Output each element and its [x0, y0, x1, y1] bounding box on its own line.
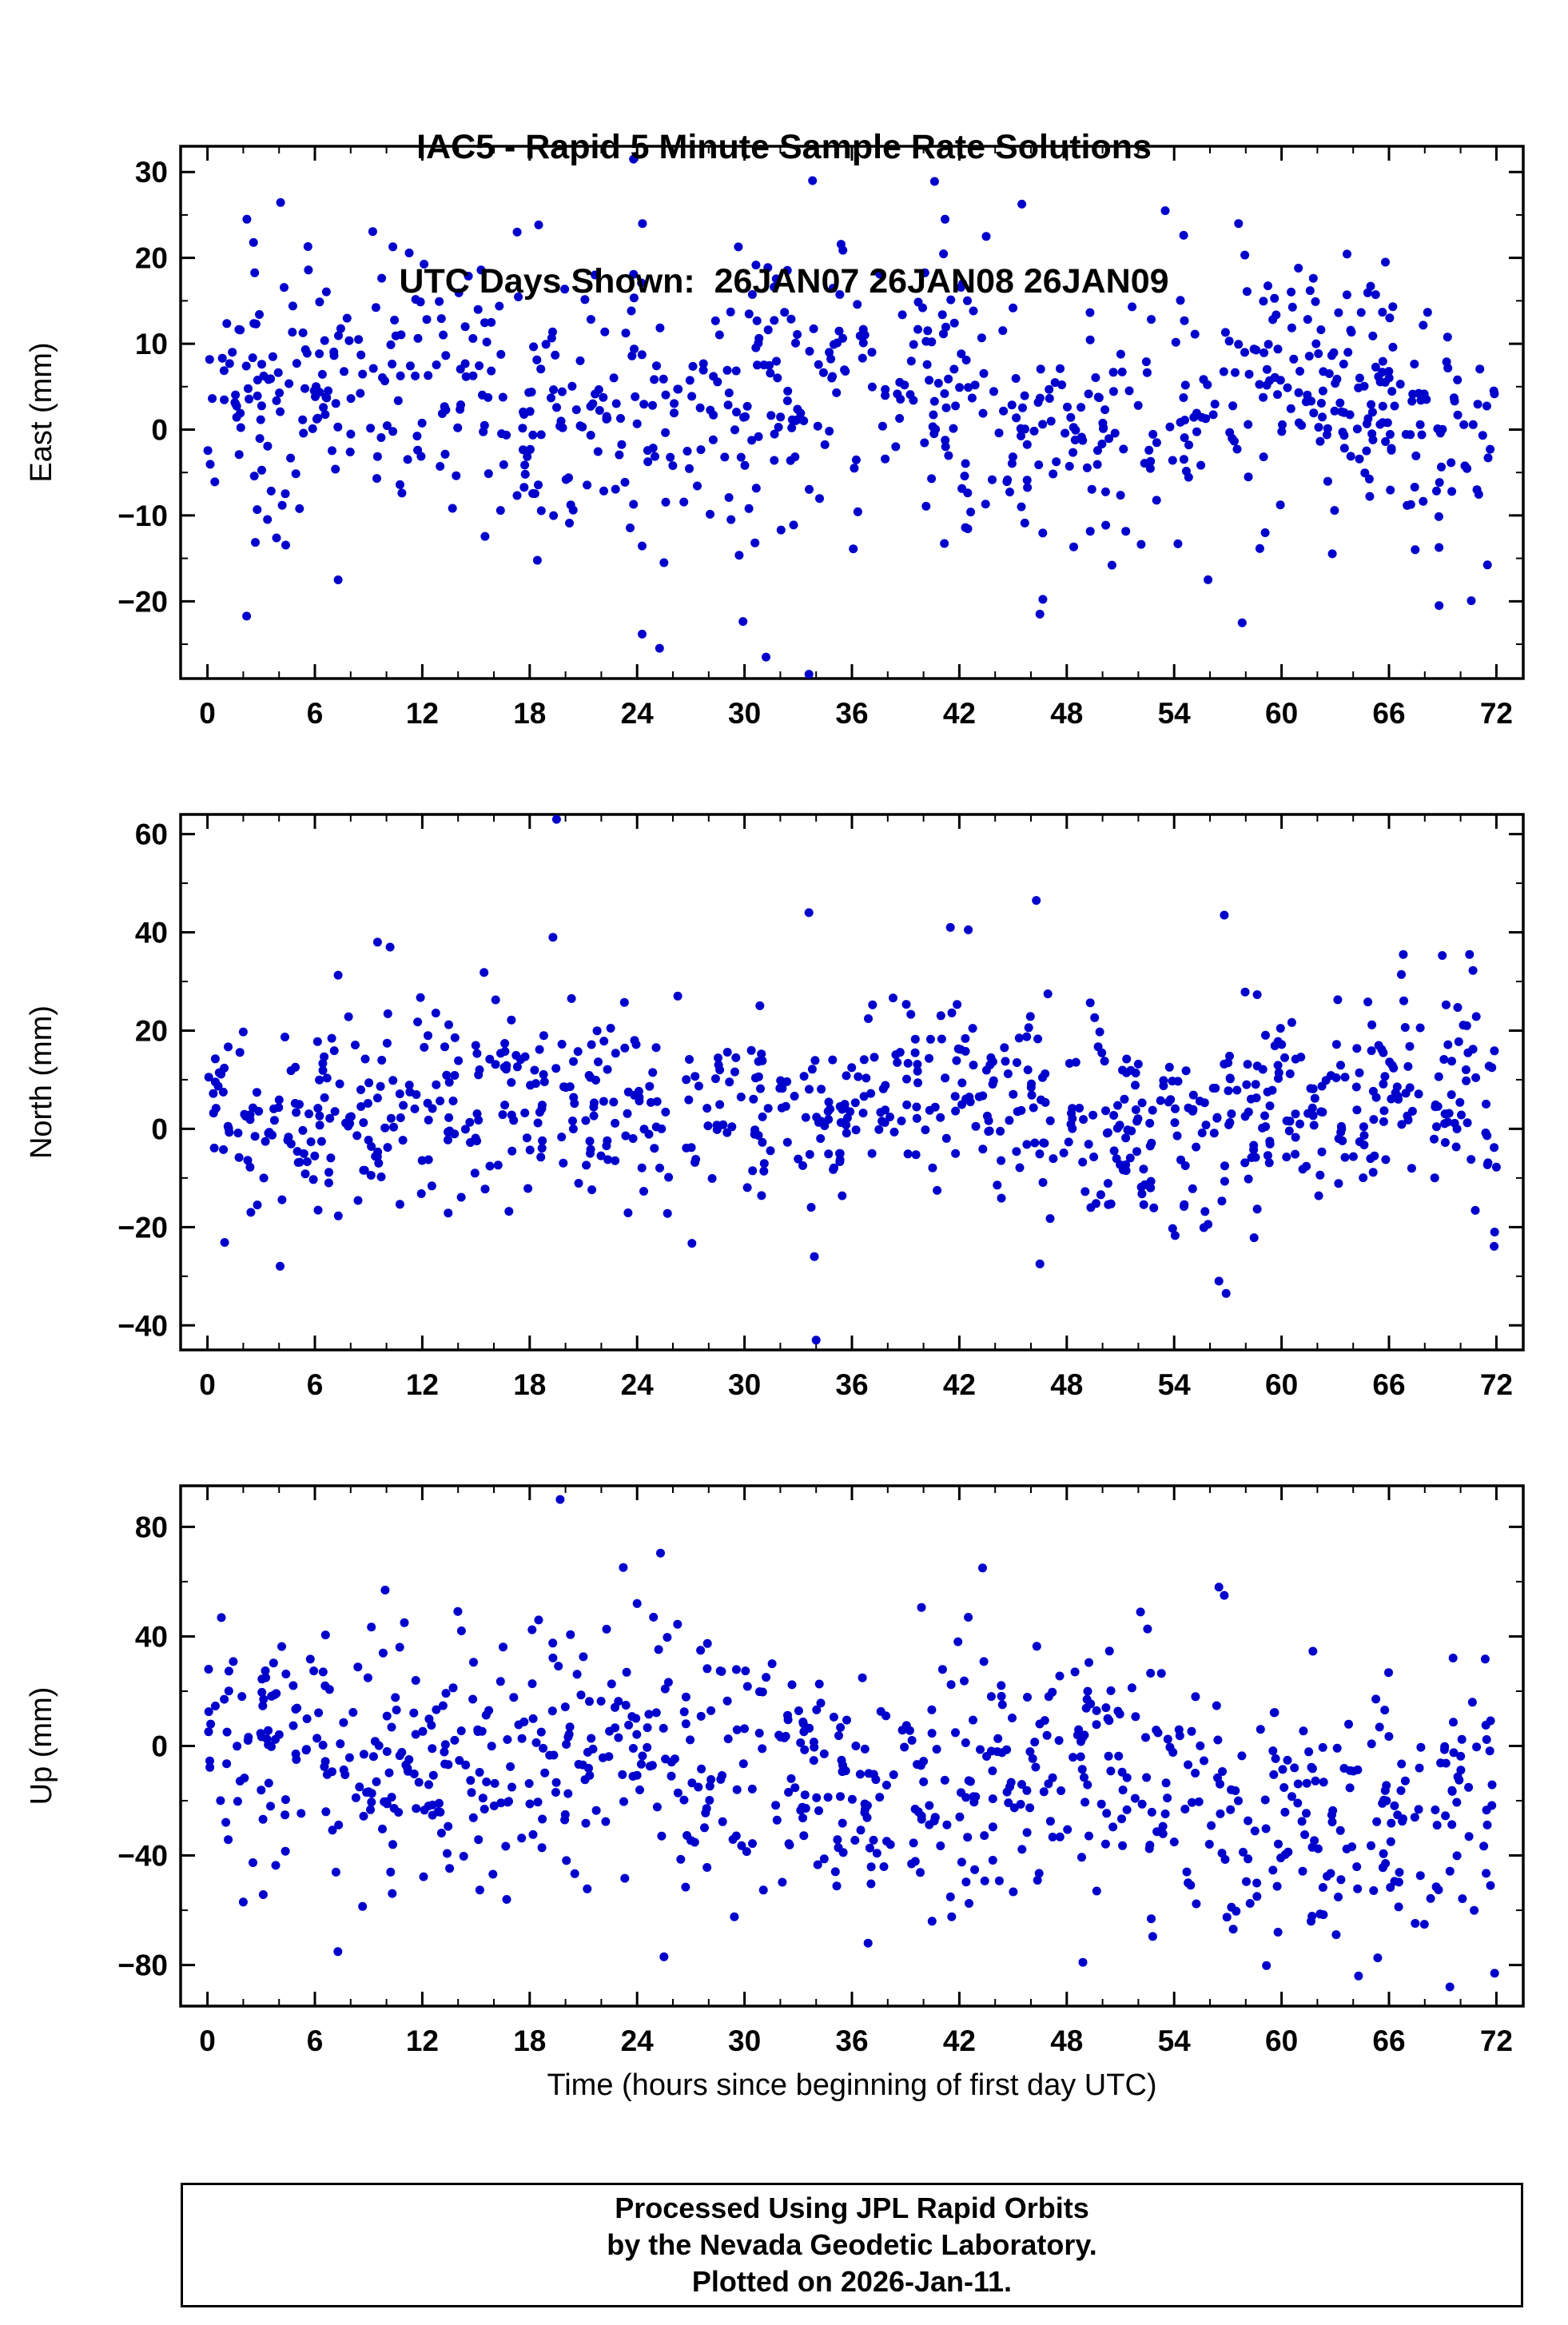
x-tick-label: 42 — [943, 2024, 976, 2057]
x-tick-label: 36 — [835, 2024, 868, 2057]
x-tick-label: 18 — [513, 2024, 546, 2057]
x-tick-label: 30 — [728, 2024, 761, 2057]
y-tick-label: −20 — [117, 585, 168, 618]
x-tick-label: 60 — [1265, 697, 1298, 730]
x-tick-label: 66 — [1372, 2024, 1405, 2057]
x-tick-label: 12 — [406, 1368, 439, 1401]
x-tick-label: 48 — [1050, 1368, 1083, 1401]
x-tick-label: 30 — [728, 697, 761, 730]
chart-title: IAC5 - Rapid 5 Minute Sample Rate Soluti… — [113, 35, 1455, 393]
x-tick-label: 24 — [621, 697, 655, 730]
y-tick-label: −10 — [117, 500, 168, 532]
y-tick-label: 20 — [135, 242, 168, 275]
scatter-points-up — [204, 1495, 1499, 1992]
y-tick-label: 80 — [135, 1511, 168, 1543]
x-tick-label: 0 — [199, 1368, 216, 1401]
y-tick-label: 20 — [135, 1014, 168, 1047]
x-tick-label: 6 — [307, 1368, 324, 1401]
x-tick-label: 24 — [621, 2024, 655, 2057]
y-tick-label: −20 — [117, 1211, 168, 1244]
y-tick-label: 0 — [151, 413, 168, 446]
panel-north: 0 6 12 18 24 30 36 42 48 54 60 66 72 −40 −20 0 20 40 60 Nor… — [25, 813, 1525, 1401]
x-tick-label: 60 — [1265, 2024, 1298, 2057]
x-tick-label: 66 — [1372, 1368, 1405, 1401]
x-tick-label: 54 — [1158, 1368, 1192, 1401]
x-tick-label: 24 — [621, 1368, 655, 1401]
y-axis-label-east: East (mm) — [25, 342, 58, 482]
footer-line2: by the Nevada Geodetic Laboratory. — [607, 2228, 1097, 2261]
y-axis-label-up: Up (mm) — [25, 1687, 58, 1805]
x-tick-label: 60 — [1265, 1368, 1298, 1401]
x-tick-label: 72 — [1480, 2024, 1513, 2057]
x-tick-label: 12 — [406, 2024, 439, 2057]
x-tick-label: 36 — [835, 697, 868, 730]
x-tick-label: 6 — [307, 697, 324, 730]
y-tick-label: 30 — [135, 156, 168, 189]
x-tick-label: 6 — [307, 2024, 324, 2057]
y-axis-label-north: North (mm) — [25, 1005, 58, 1159]
scatter-points-north — [204, 814, 1501, 1345]
y-tick-label: −40 — [117, 1840, 168, 1873]
y-tick-label: 10 — [135, 328, 168, 360]
y-tick-label: 40 — [135, 917, 168, 950]
scatter-points-east — [203, 154, 1499, 679]
x-tick-label: 0 — [199, 697, 216, 730]
x-tick-label: 48 — [1050, 697, 1083, 730]
panel-up: 0 6 12 18 24 30 36 42 48 54 60 66 72 −80 −40 0 40 80 Up (m… — [25, 1484, 1525, 2057]
chart-title-line1: IAC5 - Rapid 5 Minute Sample Rate Soluti… — [416, 128, 1152, 166]
y-tick-label: 0 — [151, 1113, 168, 1145]
y-tick-label: −80 — [117, 1949, 168, 1982]
y-tick-label: 40 — [135, 1620, 168, 1653]
y-tick-label: −40 — [117, 1309, 168, 1342]
x-tick-label: 42 — [943, 1368, 976, 1401]
footer-box: Processed Using JPL Rapid Orbits by the … — [181, 2183, 1523, 2307]
y-tick-label: 0 — [151, 1730, 168, 1763]
x-tick-label: 72 — [1480, 1368, 1513, 1401]
x-tick-label: 42 — [943, 697, 976, 730]
x-tick-label: 30 — [728, 1368, 761, 1401]
x-tick-label: 66 — [1372, 697, 1405, 730]
x-axis-label: Time (hours since beginning of first day… — [547, 2068, 1157, 2102]
x-tick-label: 72 — [1480, 697, 1513, 730]
x-tick-label: 54 — [1158, 697, 1192, 730]
footer-line1: Processed Using JPL Rapid Orbits — [615, 2192, 1089, 2224]
x-tick-label: 48 — [1050, 2024, 1083, 2057]
x-tick-label: 18 — [513, 1368, 546, 1401]
chart-title-line2: UTC Days Shown: 26JAN07 26JAN08 26JAN09 — [399, 262, 1169, 301]
x-tick-label: 12 — [406, 697, 439, 730]
panel-east: 0 6 12 18 24 30 36 42 48 54 60 66 72 −20 −10 0 10 20 30 Eas… — [25, 145, 1525, 730]
y-tick-label: 60 — [135, 818, 168, 851]
x-tick-label: 54 — [1158, 2024, 1192, 2057]
footer-line3: Plotted on 2026-Jan-11. — [691, 2265, 1013, 2298]
x-tick-label: 0 — [199, 2024, 216, 2057]
x-tick-label: 36 — [835, 1368, 868, 1401]
x-tick-label: 18 — [513, 697, 546, 730]
